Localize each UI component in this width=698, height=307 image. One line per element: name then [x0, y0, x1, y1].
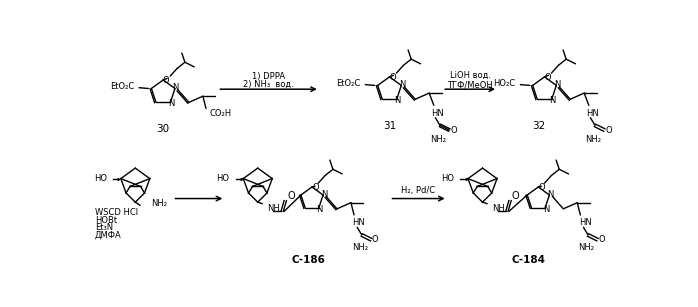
Text: O: O	[313, 183, 319, 192]
Text: 31: 31	[383, 121, 396, 131]
Text: C-186: C-186	[291, 255, 325, 265]
Text: NH₂: NH₂	[352, 243, 369, 252]
Text: N: N	[316, 205, 322, 214]
Text: NH₂: NH₂	[579, 243, 595, 252]
Text: HO: HO	[441, 174, 454, 183]
Text: O: O	[606, 126, 613, 134]
Text: N: N	[168, 99, 174, 108]
Text: H₂, Pd/C: H₂, Pd/C	[401, 186, 436, 195]
Text: ДМФА: ДМФА	[95, 231, 121, 240]
Text: 2) NH₃  вод.: 2) NH₃ вод.	[243, 80, 294, 89]
Text: N: N	[172, 83, 179, 92]
Text: HN: HN	[579, 218, 592, 227]
Text: LiOH вод.: LiOH вод.	[450, 71, 491, 80]
Text: O: O	[598, 235, 604, 244]
Text: N: N	[320, 190, 327, 199]
Text: NH₂: NH₂	[586, 135, 602, 144]
Text: HOBt: HOBt	[95, 216, 117, 225]
Text: N: N	[554, 80, 560, 89]
Text: 30: 30	[156, 124, 170, 134]
Text: O: O	[287, 191, 295, 200]
Text: NH₂: NH₂	[431, 135, 447, 144]
Text: O: O	[539, 183, 546, 192]
Text: O: O	[389, 73, 396, 82]
Text: HN: HN	[586, 109, 598, 118]
Text: 1) DPPA: 1) DPPA	[252, 72, 285, 81]
Text: NH: NH	[492, 204, 505, 213]
Text: O: O	[372, 235, 378, 244]
Text: N: N	[543, 205, 549, 214]
Text: HO: HO	[94, 174, 107, 183]
Text: N: N	[549, 96, 556, 105]
Text: O: O	[163, 76, 170, 85]
Text: HN: HN	[352, 218, 365, 227]
Text: WSCD HCl: WSCD HCl	[95, 208, 138, 217]
Text: Et₃N: Et₃N	[95, 223, 113, 232]
Text: O: O	[544, 73, 551, 82]
Text: NH: NH	[267, 204, 280, 213]
Text: HO₂C: HO₂C	[493, 79, 516, 88]
Text: 32: 32	[532, 121, 545, 131]
Text: ТГФ/MeOH: ТГФ/MeOH	[447, 80, 493, 89]
Text: EtO₂C: EtO₂C	[336, 79, 361, 88]
Text: NH₂: NH₂	[151, 199, 167, 208]
Text: O: O	[451, 126, 457, 134]
Text: C-184: C-184	[512, 255, 546, 265]
Text: O: O	[512, 191, 519, 200]
Text: N: N	[399, 80, 406, 89]
Text: N: N	[547, 190, 554, 199]
Text: CO₂H: CO₂H	[210, 109, 232, 118]
Text: HO: HO	[216, 174, 230, 183]
Text: N: N	[394, 96, 401, 105]
Text: HN: HN	[431, 109, 443, 118]
Text: EtO₂C: EtO₂C	[110, 83, 134, 91]
